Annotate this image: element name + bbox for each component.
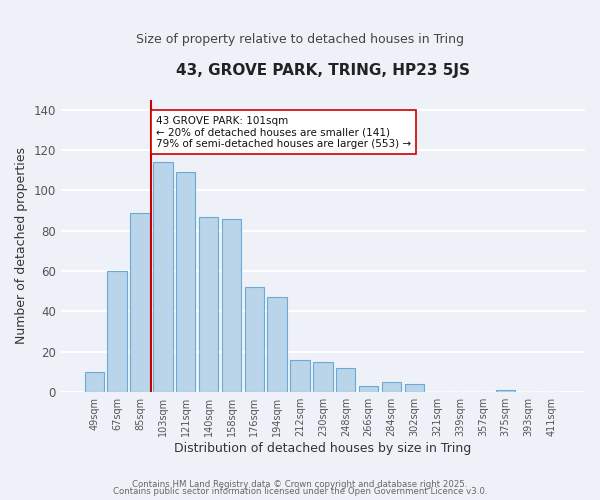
Bar	[222, 218, 241, 392]
Bar	[130, 212, 150, 392]
Title: 43, GROVE PARK, TRING, HP23 5JS: 43, GROVE PARK, TRING, HP23 5JS	[176, 62, 470, 78]
Bar	[290, 360, 310, 392]
Text: Contains public sector information licensed under the Open Government Licence v3: Contains public sector information licen…	[113, 487, 487, 496]
Bar	[199, 216, 218, 392]
Bar	[496, 390, 515, 392]
Bar	[85, 372, 104, 392]
X-axis label: Distribution of detached houses by size in Tring: Distribution of detached houses by size …	[174, 442, 472, 455]
Bar	[359, 386, 379, 392]
Bar	[245, 287, 264, 392]
Bar	[107, 271, 127, 392]
Text: Size of property relative to detached houses in Tring: Size of property relative to detached ho…	[136, 32, 464, 46]
Text: 43 GROVE PARK: 101sqm
← 20% of detached houses are smaller (141)
79% of semi-det: 43 GROVE PARK: 101sqm ← 20% of detached …	[156, 116, 411, 149]
Bar	[313, 362, 332, 392]
Bar	[153, 162, 173, 392]
Bar	[382, 382, 401, 392]
Bar	[176, 172, 196, 392]
Bar	[336, 368, 355, 392]
Y-axis label: Number of detached properties: Number of detached properties	[15, 148, 28, 344]
Bar	[404, 384, 424, 392]
Text: Contains HM Land Registry data © Crown copyright and database right 2025.: Contains HM Land Registry data © Crown c…	[132, 480, 468, 489]
Bar	[268, 298, 287, 392]
